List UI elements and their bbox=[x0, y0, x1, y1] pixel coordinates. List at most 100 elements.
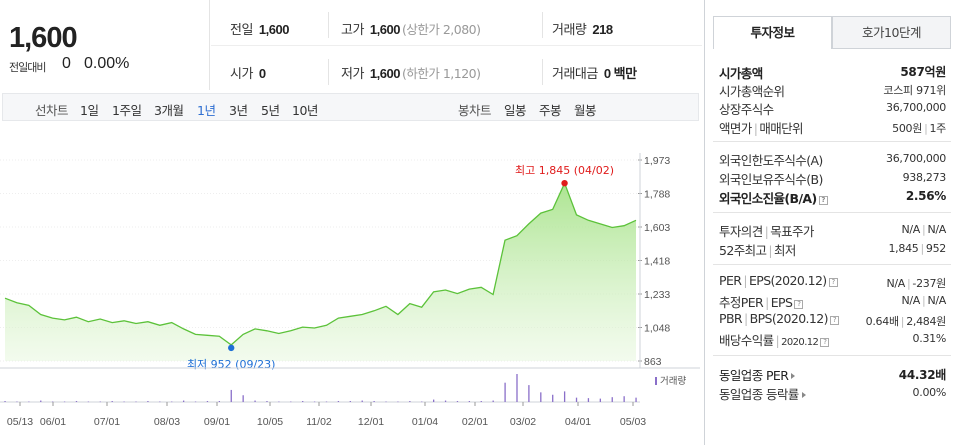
foreign-limit-value: 36,700,000 bbox=[886, 152, 946, 165]
industry-per-label[interactable]: 동일업종 PER bbox=[719, 365, 796, 384]
x-tick-label: 02/01 bbox=[462, 416, 488, 428]
x-tick-label: 05/03 bbox=[620, 416, 646, 428]
help-icon[interactable]: ? bbox=[829, 316, 839, 325]
opinion-text: 투자의견 bbox=[719, 224, 763, 239]
bps-value: 2,484원 bbox=[906, 315, 946, 328]
period-1w-button[interactable]: 1주일 bbox=[112, 103, 142, 118]
par-unit-label: 액면가 | 매매단위 bbox=[719, 121, 804, 136]
dividend-text: 배당수익률 bbox=[719, 333, 774, 348]
period-3m-button[interactable]: 3개월 bbox=[154, 103, 184, 118]
est-per-text: 추정PER bbox=[719, 295, 764, 310]
x-tick-label: 07/01 bbox=[94, 416, 120, 428]
period-1y-button[interactable]: 1년 bbox=[197, 103, 216, 118]
volume-bar bbox=[599, 398, 601, 402]
foreign-ratio-label: 외국인소진율(B/A)? bbox=[719, 188, 828, 207]
per-eps-label: PER | EPS(2020.12)? bbox=[719, 273, 838, 288]
volume-bar bbox=[313, 401, 316, 403]
candle-monthly-button[interactable]: 월봉 bbox=[574, 103, 597, 118]
volume-bar bbox=[421, 401, 423, 403]
volume-bar bbox=[456, 401, 459, 402]
volume-bar bbox=[575, 397, 578, 402]
volume-bar bbox=[75, 401, 78, 402]
volume-bar bbox=[444, 400, 447, 402]
volume-bar bbox=[611, 397, 613, 402]
volume-bar bbox=[325, 401, 328, 403]
volume-bar bbox=[563, 391, 566, 402]
high-low-52w-label: 52주최고 | 최저 bbox=[719, 243, 796, 258]
pbr-bps-value: 0.64배 | 2,484원 bbox=[865, 315, 947, 328]
volume-bar bbox=[99, 401, 101, 403]
est-per-eps-value: N/A | N/A bbox=[901, 294, 946, 307]
opinion-label: 투자의견 | 목표주가 bbox=[719, 224, 814, 239]
price-line bbox=[4, 181, 637, 346]
candle-weekly-button[interactable]: 주봉 bbox=[539, 103, 562, 118]
par-unit-value: 500원 | 1주 bbox=[892, 122, 946, 135]
help-icon[interactable]: ? bbox=[820, 338, 830, 347]
rank-label: 시가총액순위 bbox=[719, 84, 785, 99]
volume-bar bbox=[587, 398, 590, 402]
high-annotation: 최고 1,845 (04/02) bbox=[515, 164, 614, 177]
per-eps-value: N/A | -237원 bbox=[886, 277, 946, 290]
foreign-ratio-value: 2.56% bbox=[905, 189, 946, 203]
volume-value: 218 bbox=[592, 22, 613, 37]
volume-bar bbox=[171, 401, 173, 403]
foreign-hold-label: 외국인보유주식수(B) bbox=[719, 172, 823, 187]
low52-text: 최저 bbox=[774, 243, 796, 258]
period-3y-button[interactable]: 3년 bbox=[229, 103, 248, 118]
volume-bar bbox=[373, 401, 375, 402]
volume-bar bbox=[361, 400, 363, 402]
open-label: 시가 bbox=[230, 67, 253, 82]
industry-per-value: 44.32배 bbox=[898, 368, 947, 382]
trade-amount: 거래대금 0 백만 bbox=[552, 63, 637, 82]
est-eps-value: N/A bbox=[927, 294, 946, 307]
x-tick-label: 08/03 bbox=[154, 416, 180, 428]
info-panel bbox=[704, 0, 970, 445]
volume-bar bbox=[337, 401, 340, 402]
y-tick-label: 1,418 bbox=[644, 256, 670, 268]
period-5y-button[interactable]: 5년 bbox=[261, 103, 280, 118]
pbr-value: 0.64배 bbox=[865, 315, 899, 328]
volume-bar bbox=[254, 400, 256, 402]
help-icon[interactable]: ? bbox=[828, 278, 838, 287]
volume-bar bbox=[4, 401, 6, 402]
industry-change-label[interactable]: 동일업종 등락률 bbox=[719, 384, 806, 403]
volume-bar bbox=[242, 395, 244, 402]
est-eps-text: EPS bbox=[770, 295, 793, 310]
volume-bar bbox=[516, 374, 518, 402]
est-per-value: N/A bbox=[901, 294, 921, 307]
candle-daily-button[interactable]: 일봉 bbox=[504, 103, 527, 118]
volume-legend-label: 거래량 bbox=[660, 375, 686, 387]
period-10y-button[interactable]: 10년 bbox=[292, 103, 318, 118]
y-tick-label: 1,048 bbox=[644, 323, 670, 335]
opinion-value-text: N/A bbox=[901, 223, 921, 236]
eps-value: -237원 bbox=[912, 277, 946, 290]
eps-text: EPS(2020.12) bbox=[748, 273, 827, 288]
dividend-label: 배당수익률 | 2020.12? bbox=[719, 330, 830, 349]
industry-change-text: 동일업종 등락률 bbox=[719, 387, 799, 402]
est-per-eps-label: 추정PER | EPS? bbox=[719, 292, 804, 311]
x-tick-label: 12/01 bbox=[358, 416, 384, 428]
period-1d-button[interactable]: 1일 bbox=[80, 103, 99, 118]
change-label: 전일대비 bbox=[9, 61, 46, 74]
per-text: PER bbox=[719, 273, 742, 288]
volume-bar bbox=[349, 401, 351, 402]
tab-investment-info[interactable]: 투자정보 bbox=[713, 16, 832, 49]
help-icon[interactable]: ? bbox=[794, 300, 804, 309]
dividend-date: 2020.12 bbox=[781, 337, 819, 348]
x-tick-label: 05/13 bbox=[7, 416, 33, 428]
volume-label: 거래량 bbox=[552, 23, 587, 38]
tab-order-book[interactable]: 호가10단계 bbox=[832, 16, 951, 49]
high-low-52w-value: 1,845 | 952 bbox=[888, 242, 946, 255]
chevron-right-icon bbox=[801, 392, 806, 398]
help-icon[interactable]: ? bbox=[818, 196, 828, 205]
y-tick-label: 863 bbox=[644, 356, 662, 368]
volume-bar bbox=[63, 401, 66, 403]
line-chart-label: 선차트 bbox=[35, 103, 69, 118]
high-price: 고가 1,600 (상한가 2,080) bbox=[341, 19, 481, 38]
candle-chart-label: 봉차트 bbox=[458, 103, 492, 118]
volume-bar bbox=[433, 399, 435, 402]
volume-bar bbox=[278, 401, 280, 403]
y-tick-label: 1,788 bbox=[644, 189, 670, 201]
volume-bar bbox=[194, 401, 197, 403]
volume-bar bbox=[218, 401, 221, 402]
